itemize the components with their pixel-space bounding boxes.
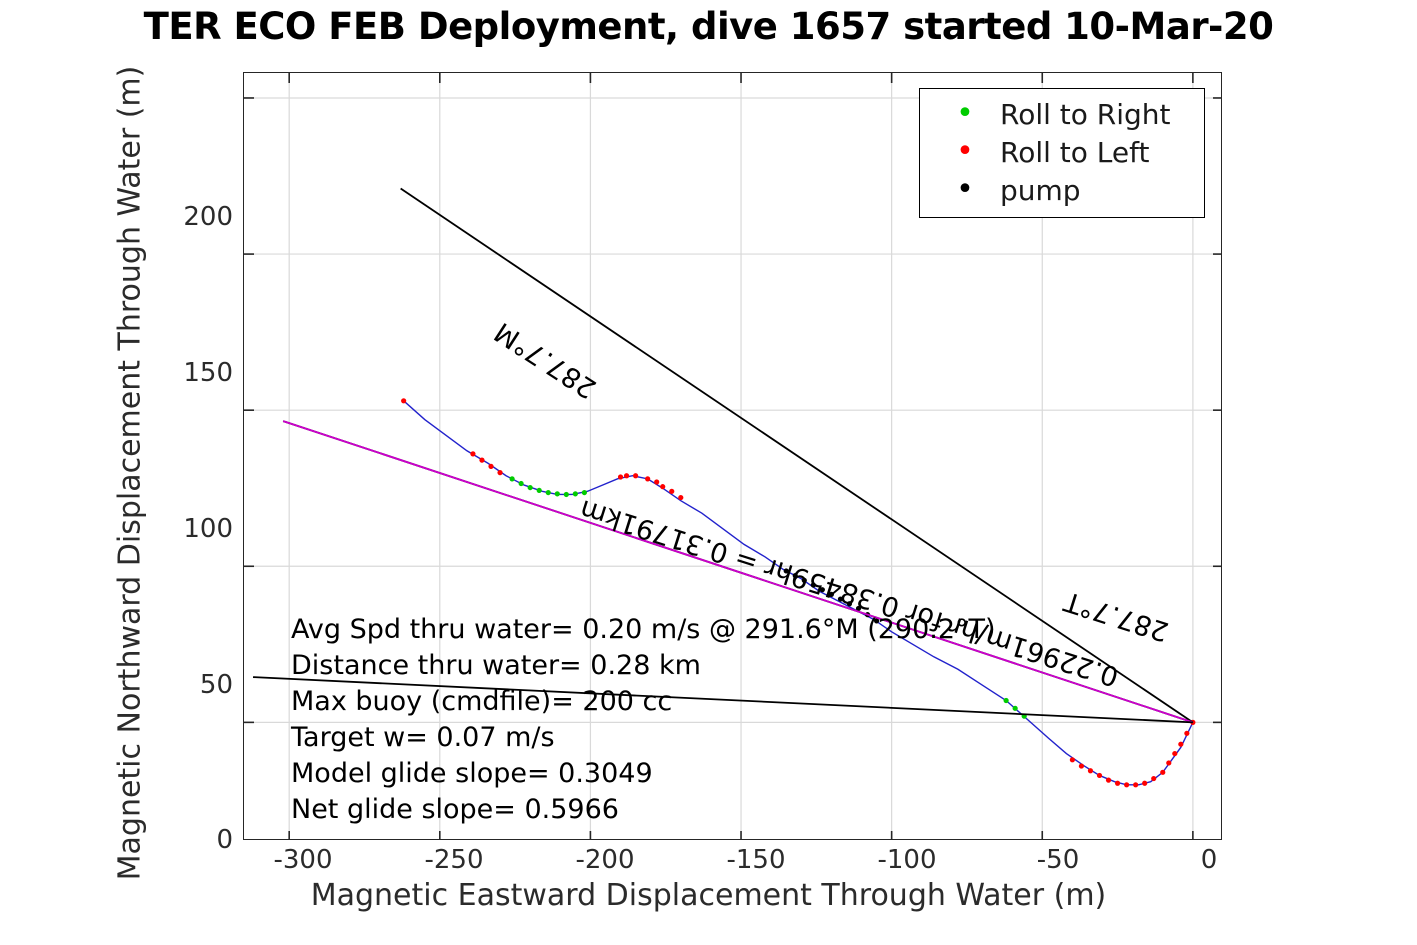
gridlines <box>244 73 1221 839</box>
x-tick-label-m100: -100 <box>877 845 937 875</box>
plot-svg <box>244 73 1221 839</box>
series-net-displacement-true <box>282 420 1194 724</box>
data-series-layer <box>252 187 1196 788</box>
annotation-line-max-buoy: Max buoy (cmdfile)= 200 cc <box>291 686 673 717</box>
x-tick-label-m50: -50 <box>1036 845 1080 875</box>
axis-ticks <box>244 73 1221 839</box>
annotation-line-model-slope: Model glide slope= 0.3049 <box>291 758 653 789</box>
series-reference-baseline <box>252 676 1193 724</box>
legend-item-roll-to-left: • Roll to Left <box>920 133 1204 171</box>
legend-label-roll-to-left: Roll to Left <box>1000 135 1150 169</box>
y-axis-label-container: Magnetic Northward Displacement Through … <box>105 0 155 945</box>
x-axis-label: Magnetic Eastward Displacement Through W… <box>310 878 1107 913</box>
series-model-glide-vector <box>400 187 1194 724</box>
series-pump <box>783 568 880 624</box>
legend-marker-dot-red: • <box>956 134 974 169</box>
annotation-text-block: Avg Spd thru water= 0.20 m/s @ 291.6°M (… <box>291 612 996 828</box>
annotation-line-distance: Distance thru water= 0.28 km <box>291 650 701 681</box>
legend-label-pump: pump <box>1000 173 1081 207</box>
y-tick-label-200: 200 <box>183 202 233 232</box>
y-tick-label-0: 0 <box>216 825 233 855</box>
y-tick-label-150: 150 <box>183 358 233 388</box>
x-tick-label-m300: -300 <box>273 845 333 875</box>
annotation-line-avg-speed: Avg Spd thru water= 0.20 m/s @ 291.6°M (… <box>291 614 996 645</box>
page-title: TER ECO FEB Deployment, dive 1657 starte… <box>143 5 1274 48</box>
y-tick-label-50: 50 <box>199 670 233 700</box>
x-tick-label-m250: -250 <box>424 845 484 875</box>
x-tick-label-m150: -150 <box>726 845 786 875</box>
legend-marker-dot-green: • <box>956 96 974 131</box>
y-axis-label: Magnetic Northward Displacement Through … <box>112 65 148 880</box>
x-tick-label-m200: -200 <box>575 845 635 875</box>
series-roll-to-left <box>401 398 1196 788</box>
legend-marker-dot-black: • <box>956 172 974 207</box>
y-tick-label-100: 100 <box>183 514 233 544</box>
legend: • Roll to Right • Roll to Left • pump <box>919 88 1205 218</box>
legend-item-roll-to-right: • Roll to Right <box>920 95 1204 133</box>
legend-item-pump: • pump <box>920 171 1204 209</box>
annotation-line-net-slope: Net glide slope= 0.5966 <box>291 794 619 825</box>
annotation-line-target-w: Target w= 0.07 m/s <box>291 722 555 753</box>
x-tick-label-0: 0 <box>1200 845 1218 875</box>
legend-label-roll-to-right: Roll to Right <box>1000 97 1171 131</box>
